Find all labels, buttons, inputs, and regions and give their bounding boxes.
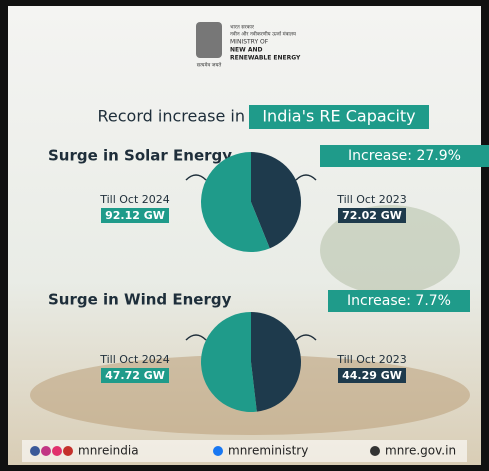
value-label: 47.72 GW — [105, 369, 165, 382]
section-title: Surge in Wind Energy — [48, 291, 232, 309]
title: Record increase in — [98, 107, 245, 126]
ministry-line: NEW AND — [230, 47, 262, 54]
hindi-line: नवीन और नवीकरणीय ऊर्जा मंत्रालय — [230, 31, 296, 38]
ministry-line: RENEWABLE ENERGY — [230, 55, 301, 62]
ministry-line: MINISTRY OF — [230, 39, 269, 46]
icon — [370, 446, 380, 456]
icon — [63, 446, 73, 456]
icon — [52, 446, 62, 456]
footer-handle: mnreindia — [78, 444, 139, 458]
value-label: 72.02 GW — [342, 209, 402, 222]
annotation: Increase: 27.9% — [348, 148, 461, 164]
footer: mnreindia mnreministry mnre.gov.in — [22, 440, 467, 462]
footer-handle: mnreministry — [228, 444, 308, 458]
slice-label: Till Oct 2023 — [336, 193, 407, 206]
infographic: सत्यमेव जयते भारत सरकार नवीन और नवीकरणीय… — [0, 0, 489, 471]
icon — [41, 446, 51, 456]
emblem — [196, 22, 222, 58]
icon — [213, 446, 223, 456]
value-label: 92.12 GW — [105, 209, 165, 222]
slice-label: Till Oct 2024 — [99, 193, 170, 206]
slice-label: Till Oct 2023 — [336, 353, 407, 366]
emblem-motto: सत्यमेव जयते — [197, 62, 222, 69]
title-highlight: India's RE Capacity — [262, 107, 415, 126]
section-title: Surge in Solar Energy — [48, 147, 232, 165]
slice-label: Till Oct 2024 — [99, 353, 170, 366]
value-label: 44.29 GW — [342, 369, 402, 382]
icon — [30, 446, 40, 456]
footer-website: mnre.gov.in — [385, 444, 456, 458]
hindi-line: भारत सरकार — [230, 25, 255, 31]
annotation: Increase: 7.7% — [347, 293, 451, 309]
